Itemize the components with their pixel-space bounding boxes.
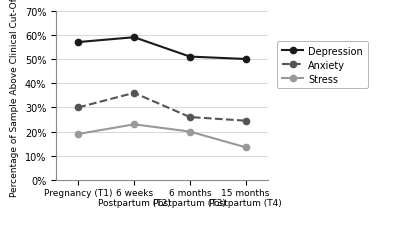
Anxiety [188,116,192,119]
Line: Stress: Stress [75,122,249,151]
Depression [132,37,136,40]
Depression [243,58,248,61]
Line: Depression: Depression [75,35,249,63]
Legend: Depression, Anxiety, Stress: Depression, Anxiety, Stress [277,42,368,89]
Depression [188,56,192,59]
Anxiety [76,106,81,109]
Stress [188,131,192,133]
Stress [132,123,136,126]
Anxiety [132,92,136,95]
Stress [76,133,81,136]
Anxiety [243,120,248,122]
Depression [76,42,81,44]
Line: Anxiety: Anxiety [75,90,249,124]
Y-axis label: Percentage of Sample Above Clinical Cut-Off: Percentage of Sample Above Clinical Cut-… [10,0,19,197]
Stress [243,146,248,149]
